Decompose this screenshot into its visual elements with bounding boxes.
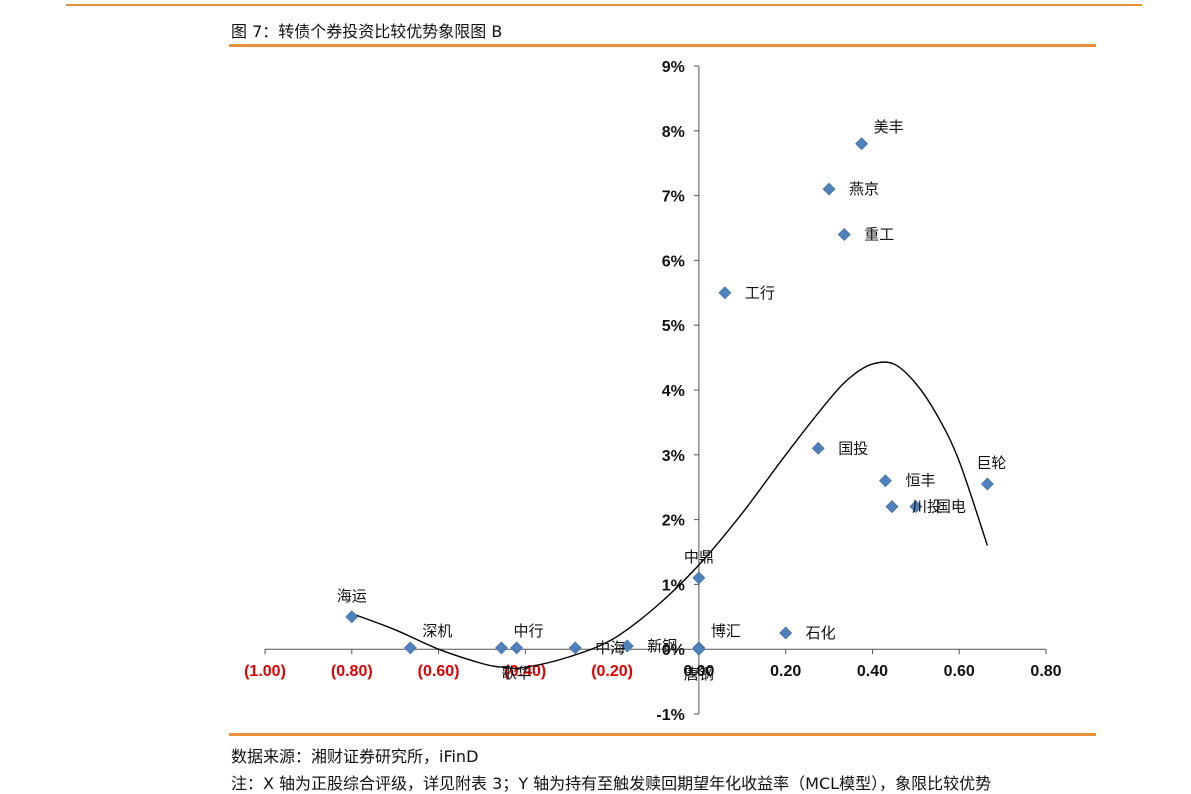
point-label: 恒丰 (905, 472, 935, 490)
point-label: 国电 (936, 498, 966, 516)
trend-line (351, 361, 989, 669)
point-label: 歌华 (502, 664, 532, 682)
point-label: 工行 (745, 284, 775, 302)
x-tick-label: 0.20 (770, 663, 801, 680)
point-label: 石化 (806, 624, 836, 642)
y-tick-label: 0% (662, 642, 685, 659)
point-marker (692, 642, 706, 656)
x-tick-label: (0.20) (591, 663, 633, 680)
source-rule (229, 733, 1096, 736)
point-marker (495, 641, 508, 655)
point-marker (855, 137, 869, 151)
footnote: 注：X 轴为正股综合评级，详见附表 3；Y 轴为持有至触发赎回期望年化收益率（M… (231, 774, 992, 793)
point-marker (403, 641, 417, 655)
data-points (345, 137, 994, 656)
x-tick-label: 0.00 (683, 663, 714, 680)
point-label: 中行 (513, 622, 543, 640)
y-tick-label: -1% (656, 707, 684, 724)
figure-title: 图 7：转债个券投资比较优势象限图 B (231, 22, 503, 41)
point-label: 重工 (864, 225, 894, 243)
y-tick-label: 5% (662, 318, 685, 335)
point-label: 巨轮 (976, 454, 1006, 472)
point-label: 中鼎 (684, 548, 714, 566)
y-tick-label: 7% (662, 189, 685, 206)
title-rule (229, 44, 1096, 47)
top-accent-rule (66, 4, 1142, 6)
point-label: 川投 (912, 498, 942, 516)
y-tick-label: 8% (662, 124, 685, 141)
point-marker (811, 441, 825, 455)
point-label: 新钢 (647, 637, 677, 655)
y-tick-label: 4% (662, 383, 685, 400)
point-marker (822, 182, 836, 196)
y-tick-label: 2% (662, 513, 685, 530)
x-tick-label: (0.40) (504, 663, 546, 680)
point-marker (568, 641, 582, 655)
point-label: 深机 (422, 622, 452, 640)
point-marker (879, 474, 892, 488)
point-label: 美丰 (874, 118, 904, 136)
point-label: 唐钢 (684, 665, 714, 683)
point-label: 燕京 (849, 180, 879, 198)
point-label: 国投 (838, 439, 868, 457)
point-marker (837, 228, 851, 241)
data-source: 数据来源：湘财证券研究所，iFinD (231, 747, 479, 766)
point-marker (779, 626, 793, 640)
point-marker (620, 639, 634, 653)
point-marker (718, 286, 732, 300)
x-tick-label: (0.80) (331, 663, 373, 680)
point-marker (909, 500, 923, 514)
trend-line-group (351, 361, 989, 669)
x-tick-label: (1.00) (244, 663, 286, 680)
y-tick-label: 6% (662, 253, 685, 270)
y-tick-label: 3% (662, 448, 685, 465)
x-tick-label: 0.80 (1030, 663, 1061, 680)
x-tick-label: 0.60 (944, 663, 975, 680)
point-marker (510, 641, 524, 655)
y-tick-label: 9% (662, 59, 685, 76)
point-marker (692, 571, 706, 585)
point-marker (981, 477, 994, 491)
point-label: 博汇 (711, 622, 741, 640)
point-marker (885, 500, 899, 514)
point-label: 海运 (337, 587, 367, 605)
x-tick-label: (0.60) (418, 663, 460, 680)
y-tick-label: 1% (662, 577, 685, 594)
axes: -1% 0% 1% 2% 3% 4% 5% 6% 7% 8% 9% (1.00) (0.80) (0.60… (244, 59, 1062, 724)
x-tick-label: 0.40 (857, 663, 888, 680)
point-marker (345, 610, 359, 624)
point-label: 中海 (595, 639, 625, 657)
